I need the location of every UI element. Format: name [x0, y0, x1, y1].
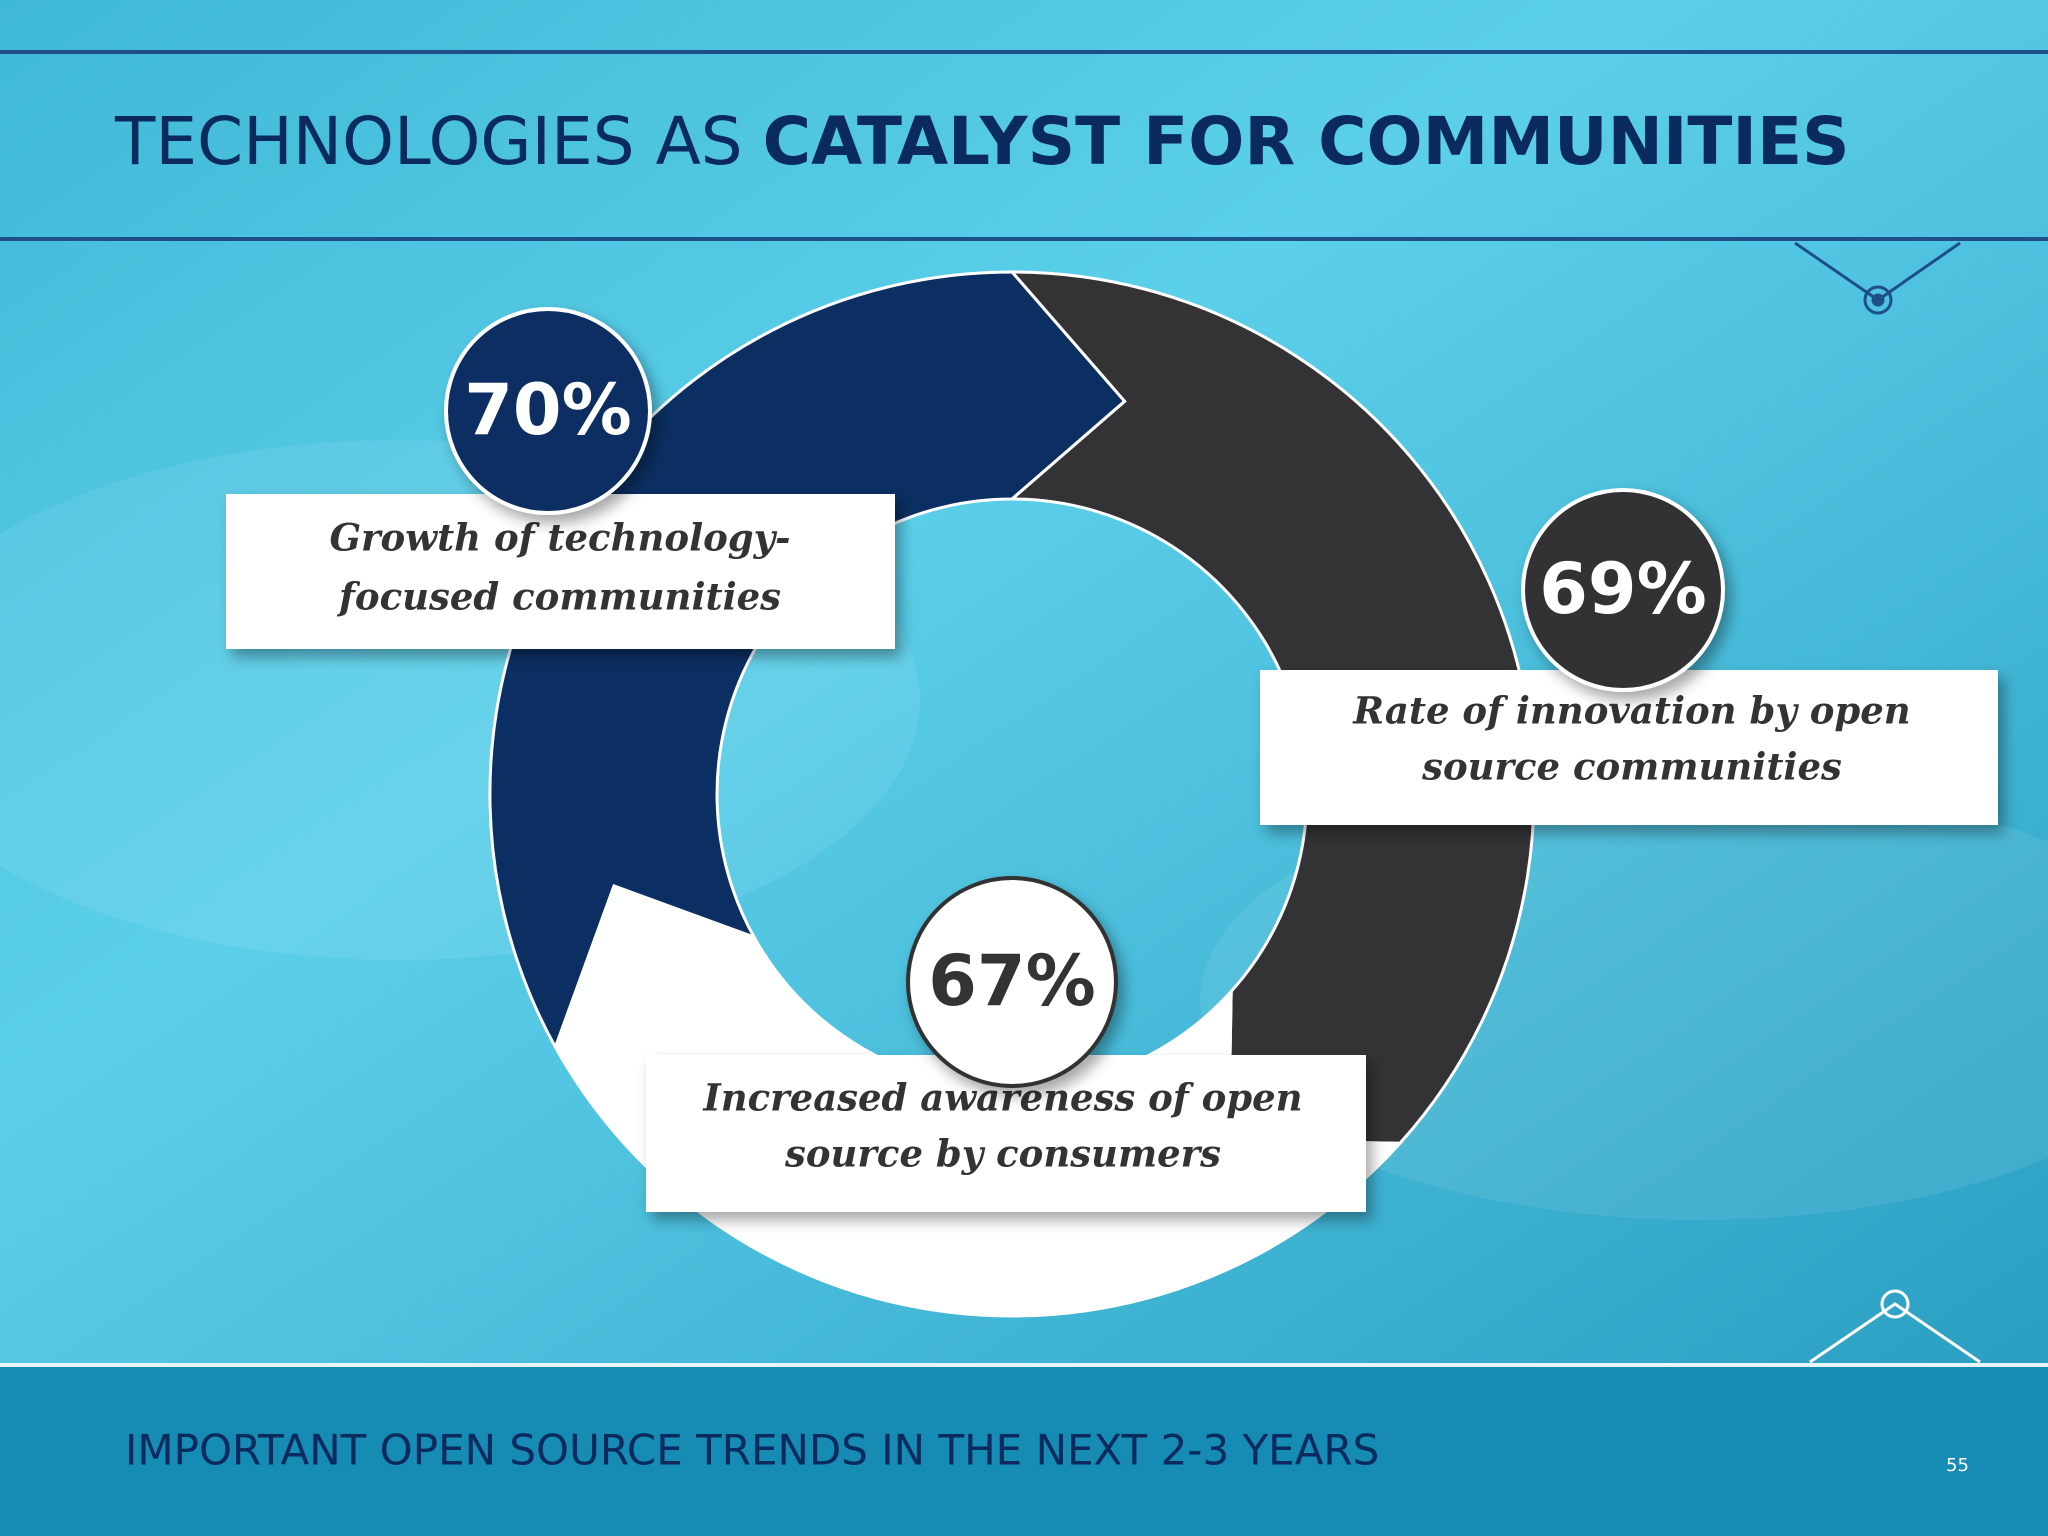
- percent-value: 70%: [464, 369, 632, 451]
- labels: Growth of technology-focused communities…: [226, 307, 1998, 1212]
- label-box: [1260, 670, 1998, 825]
- percent-value: 69%: [1539, 548, 1707, 630]
- percent-badge: [444, 307, 652, 515]
- title: TECHNOLOGIES AS CATALYST FOR COMMUNITIES: [114, 103, 1850, 180]
- footer-subtitle: IMPORTANT OPEN SOURCE TRENDS IN THE NEXT…: [125, 1426, 1379, 1475]
- page-number: 55: [1946, 1455, 1969, 1476]
- title-bold: CATALYST FOR COMMUNITIES: [763, 103, 1850, 180]
- footer-band: [0, 1365, 2048, 1536]
- label-text: source by consumers: [784, 1132, 1221, 1176]
- decoration: [1794, 241, 1961, 315]
- percent-badge: [906, 876, 1118, 1088]
- percent-value: 67%: [928, 940, 1096, 1022]
- label-box: [226, 494, 895, 649]
- title-regular: TECHNOLOGIES AS: [114, 103, 743, 180]
- ring-segment: [1007, 270, 1536, 1145]
- label-text: focused communities: [336, 575, 781, 619]
- percent-badge: [1521, 488, 1725, 692]
- label-text: source communities: [1421, 745, 1842, 789]
- label-text: Growth of technology-: [329, 516, 790, 560]
- label-text: Rate of innovation by open: [1352, 689, 1910, 733]
- ring-segment: [488, 270, 1127, 1051]
- decoration: [1809, 1289, 1981, 1364]
